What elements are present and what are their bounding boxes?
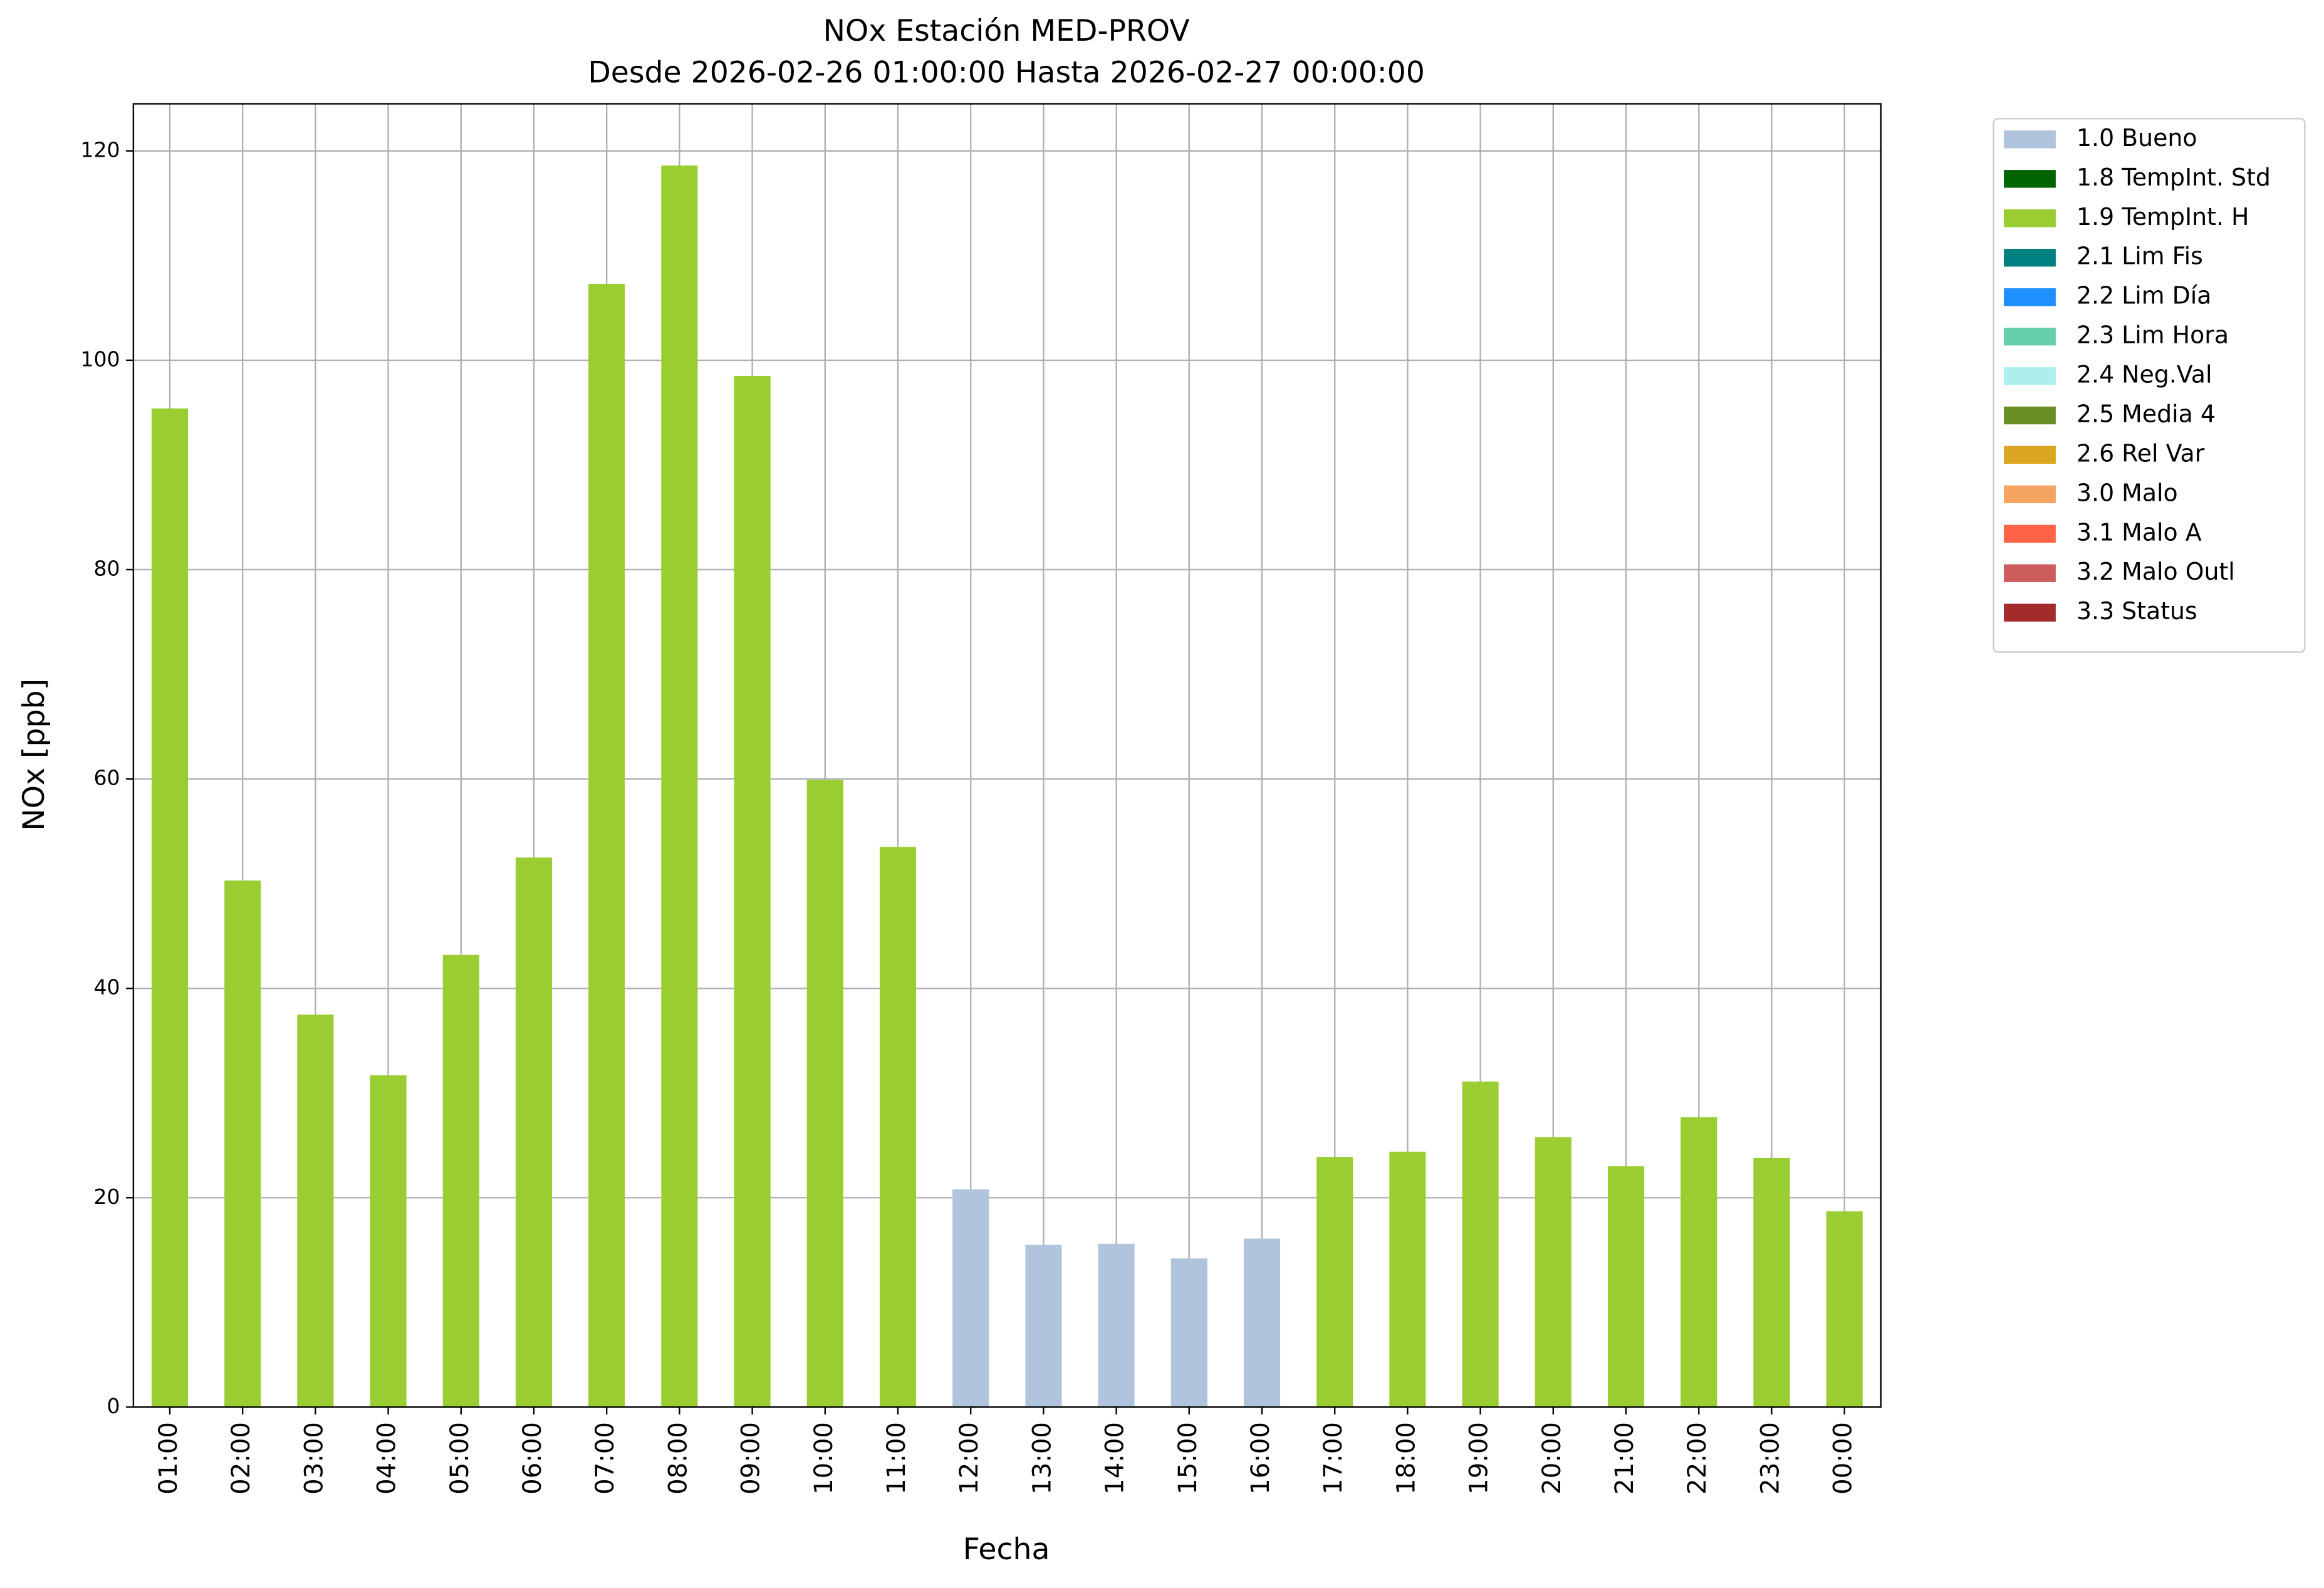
x-tick-label: 05:00 bbox=[446, 1422, 474, 1495]
legend-label: 2.6 Rel Var bbox=[2076, 439, 2205, 467]
x-tick-label: 07:00 bbox=[591, 1422, 620, 1495]
legend-label: 1.8 TempInt. Std bbox=[2076, 164, 2271, 191]
bar bbox=[588, 283, 625, 1408]
x-tick-label: 04:00 bbox=[373, 1422, 402, 1495]
legend-label: 3.1 Malo A bbox=[2076, 518, 2202, 546]
legend-swatch bbox=[2004, 367, 2056, 385]
y-axis-label: NOx [ppb] bbox=[17, 679, 51, 831]
x-tick-label: 08:00 bbox=[664, 1422, 692, 1495]
x-tick-label: 12:00 bbox=[955, 1422, 984, 1495]
legend-label: 3.2 Malo Outl bbox=[2076, 558, 2235, 585]
y-tick-label: 40 bbox=[93, 975, 120, 1000]
y-tick-label: 0 bbox=[107, 1394, 120, 1418]
y-tick-label: 120 bbox=[80, 137, 120, 162]
legend-swatch bbox=[2004, 327, 2056, 346]
bar bbox=[297, 1014, 334, 1408]
y-tick-label: 20 bbox=[93, 1184, 120, 1209]
x-tick-label: 09:00 bbox=[737, 1422, 766, 1495]
bar bbox=[1098, 1243, 1135, 1408]
x-tick-label: 21:00 bbox=[1610, 1422, 1639, 1495]
axes: 0 20 40 60 80 100 120 01:00 02:00 03:00 04:00 05:00… bbox=[80, 103, 1882, 1495]
bar bbox=[151, 408, 189, 1408]
bar bbox=[1535, 1137, 1571, 1408]
y-tick-label: 60 bbox=[93, 766, 120, 790]
bar bbox=[1462, 1081, 1499, 1408]
bar bbox=[442, 954, 479, 1408]
legend-swatch bbox=[2004, 525, 2056, 543]
bars bbox=[151, 165, 1863, 1408]
x-tick-label: 02:00 bbox=[227, 1422, 256, 1495]
x-tick-label: 17:00 bbox=[1319, 1422, 1348, 1495]
legend-swatch bbox=[2004, 288, 2056, 306]
legend: 1.0 Bueno 1.8 TempInt. Std 1.9 TempInt. H 2… bbox=[1993, 118, 2306, 653]
x-axis-label: Fecha bbox=[963, 1532, 1050, 1567]
legend-swatch bbox=[2004, 485, 2056, 504]
y-tick-label: 100 bbox=[80, 347, 120, 371]
x-tick-label: 10:00 bbox=[810, 1422, 838, 1495]
x-tick-label: 18:00 bbox=[1392, 1422, 1420, 1495]
bar bbox=[806, 780, 843, 1408]
legend-swatch bbox=[2004, 446, 2056, 464]
bar bbox=[1316, 1157, 1353, 1408]
legend-swatch bbox=[2004, 130, 2056, 149]
x-tick-label: 00:00 bbox=[1829, 1422, 1858, 1495]
legend-label: 1.0 Bueno bbox=[2076, 124, 2197, 152]
bar bbox=[952, 1189, 989, 1408]
legend-swatch bbox=[2004, 249, 2056, 267]
bar bbox=[734, 375, 771, 1408]
legend-box bbox=[1993, 118, 2306, 653]
bar bbox=[1243, 1238, 1281, 1408]
x-tick-label: 13:00 bbox=[1028, 1422, 1056, 1495]
y-tick-label: 80 bbox=[93, 556, 120, 580]
x-tick-label: 11:00 bbox=[882, 1422, 911, 1495]
x-tick-label: 22:00 bbox=[1683, 1422, 1712, 1495]
x-tick-label: 14:00 bbox=[1101, 1422, 1130, 1495]
bar bbox=[1389, 1151, 1426, 1408]
legend-swatch bbox=[2004, 406, 2056, 425]
legend-label: 2.3 Lim Hora bbox=[2076, 321, 2229, 349]
legend-label: 2.5 Media 4 bbox=[2076, 400, 2216, 427]
x-tick-label: 01:00 bbox=[154, 1422, 183, 1495]
x-tick-label: 23:00 bbox=[1756, 1422, 1785, 1495]
x-tick-label: 16:00 bbox=[1246, 1422, 1275, 1495]
x-tick-label: 19:00 bbox=[1465, 1422, 1494, 1495]
x-tick-label: 15:00 bbox=[1174, 1422, 1202, 1495]
legend-swatch bbox=[2004, 170, 2056, 188]
bar bbox=[879, 847, 917, 1408]
legend-label: 2.1 Lim Fis bbox=[2076, 243, 2203, 270]
legend-swatch bbox=[2004, 564, 2056, 582]
chart-subtitle: Desde 2026-02-26 01:00:00 Hasta 2026-02-… bbox=[588, 55, 1425, 90]
bar bbox=[515, 857, 553, 1408]
legend-swatch bbox=[2004, 209, 2056, 227]
x-tick-label: 06:00 bbox=[518, 1422, 547, 1495]
bar bbox=[1025, 1245, 1062, 1408]
legend-label: 2.4 Neg.Val bbox=[2076, 361, 2212, 389]
bar bbox=[370, 1075, 407, 1408]
plot-frame bbox=[132, 103, 1882, 1408]
legend-label: 2.2 Lim Día bbox=[2076, 282, 2212, 310]
x-tick-label: 20:00 bbox=[1538, 1422, 1566, 1495]
bar bbox=[1753, 1157, 1790, 1408]
legend-label: 3.3 Status bbox=[2076, 597, 2197, 625]
legend-swatch bbox=[2004, 603, 2056, 622]
bar bbox=[1680, 1117, 1717, 1408]
bar bbox=[224, 880, 261, 1408]
bar bbox=[1826, 1211, 1863, 1408]
x-tick-label: 03:00 bbox=[300, 1422, 328, 1495]
bar bbox=[1607, 1166, 1645, 1408]
legend-label: 3.0 Malo bbox=[2076, 479, 2178, 506]
bar bbox=[1170, 1258, 1207, 1408]
legend-label: 1.9 TempInt. H bbox=[2076, 203, 2249, 231]
chart-title: NOx Estación MED-PROV bbox=[823, 14, 1190, 48]
bar bbox=[661, 165, 698, 1408]
